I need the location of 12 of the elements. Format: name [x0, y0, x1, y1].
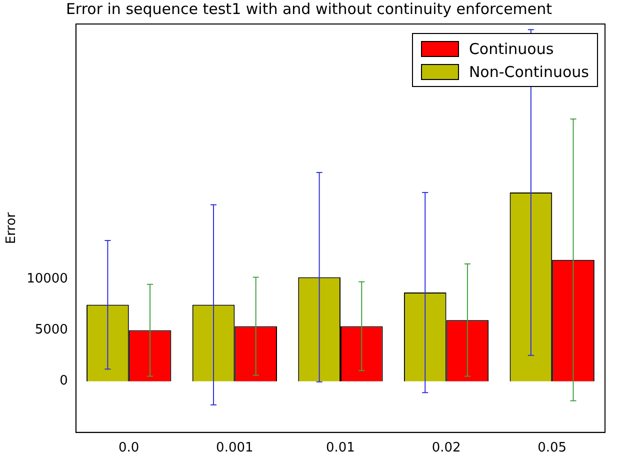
y-tick-label: 5000 [34, 322, 68, 338]
chart-title: Error in sequence test1 with and without continuity enforcement [64, 0, 554, 18]
x-tick-label: 0.001 [216, 440, 254, 456]
legend-label: Continuous [468, 40, 554, 58]
y-tick-label: 10000 [26, 272, 68, 287]
y-tick-label: 0 [60, 374, 68, 389]
x-tick-label: 0.0 [118, 440, 140, 456]
x-tick-label: 0.02 [432, 440, 461, 456]
x-tick-label: 0.01 [326, 440, 355, 456]
y-axis-title: Error [4, 212, 20, 244]
legend-label: Non-Continuous [468, 62, 589, 80]
x-tick-label: 0.05 [538, 440, 567, 456]
